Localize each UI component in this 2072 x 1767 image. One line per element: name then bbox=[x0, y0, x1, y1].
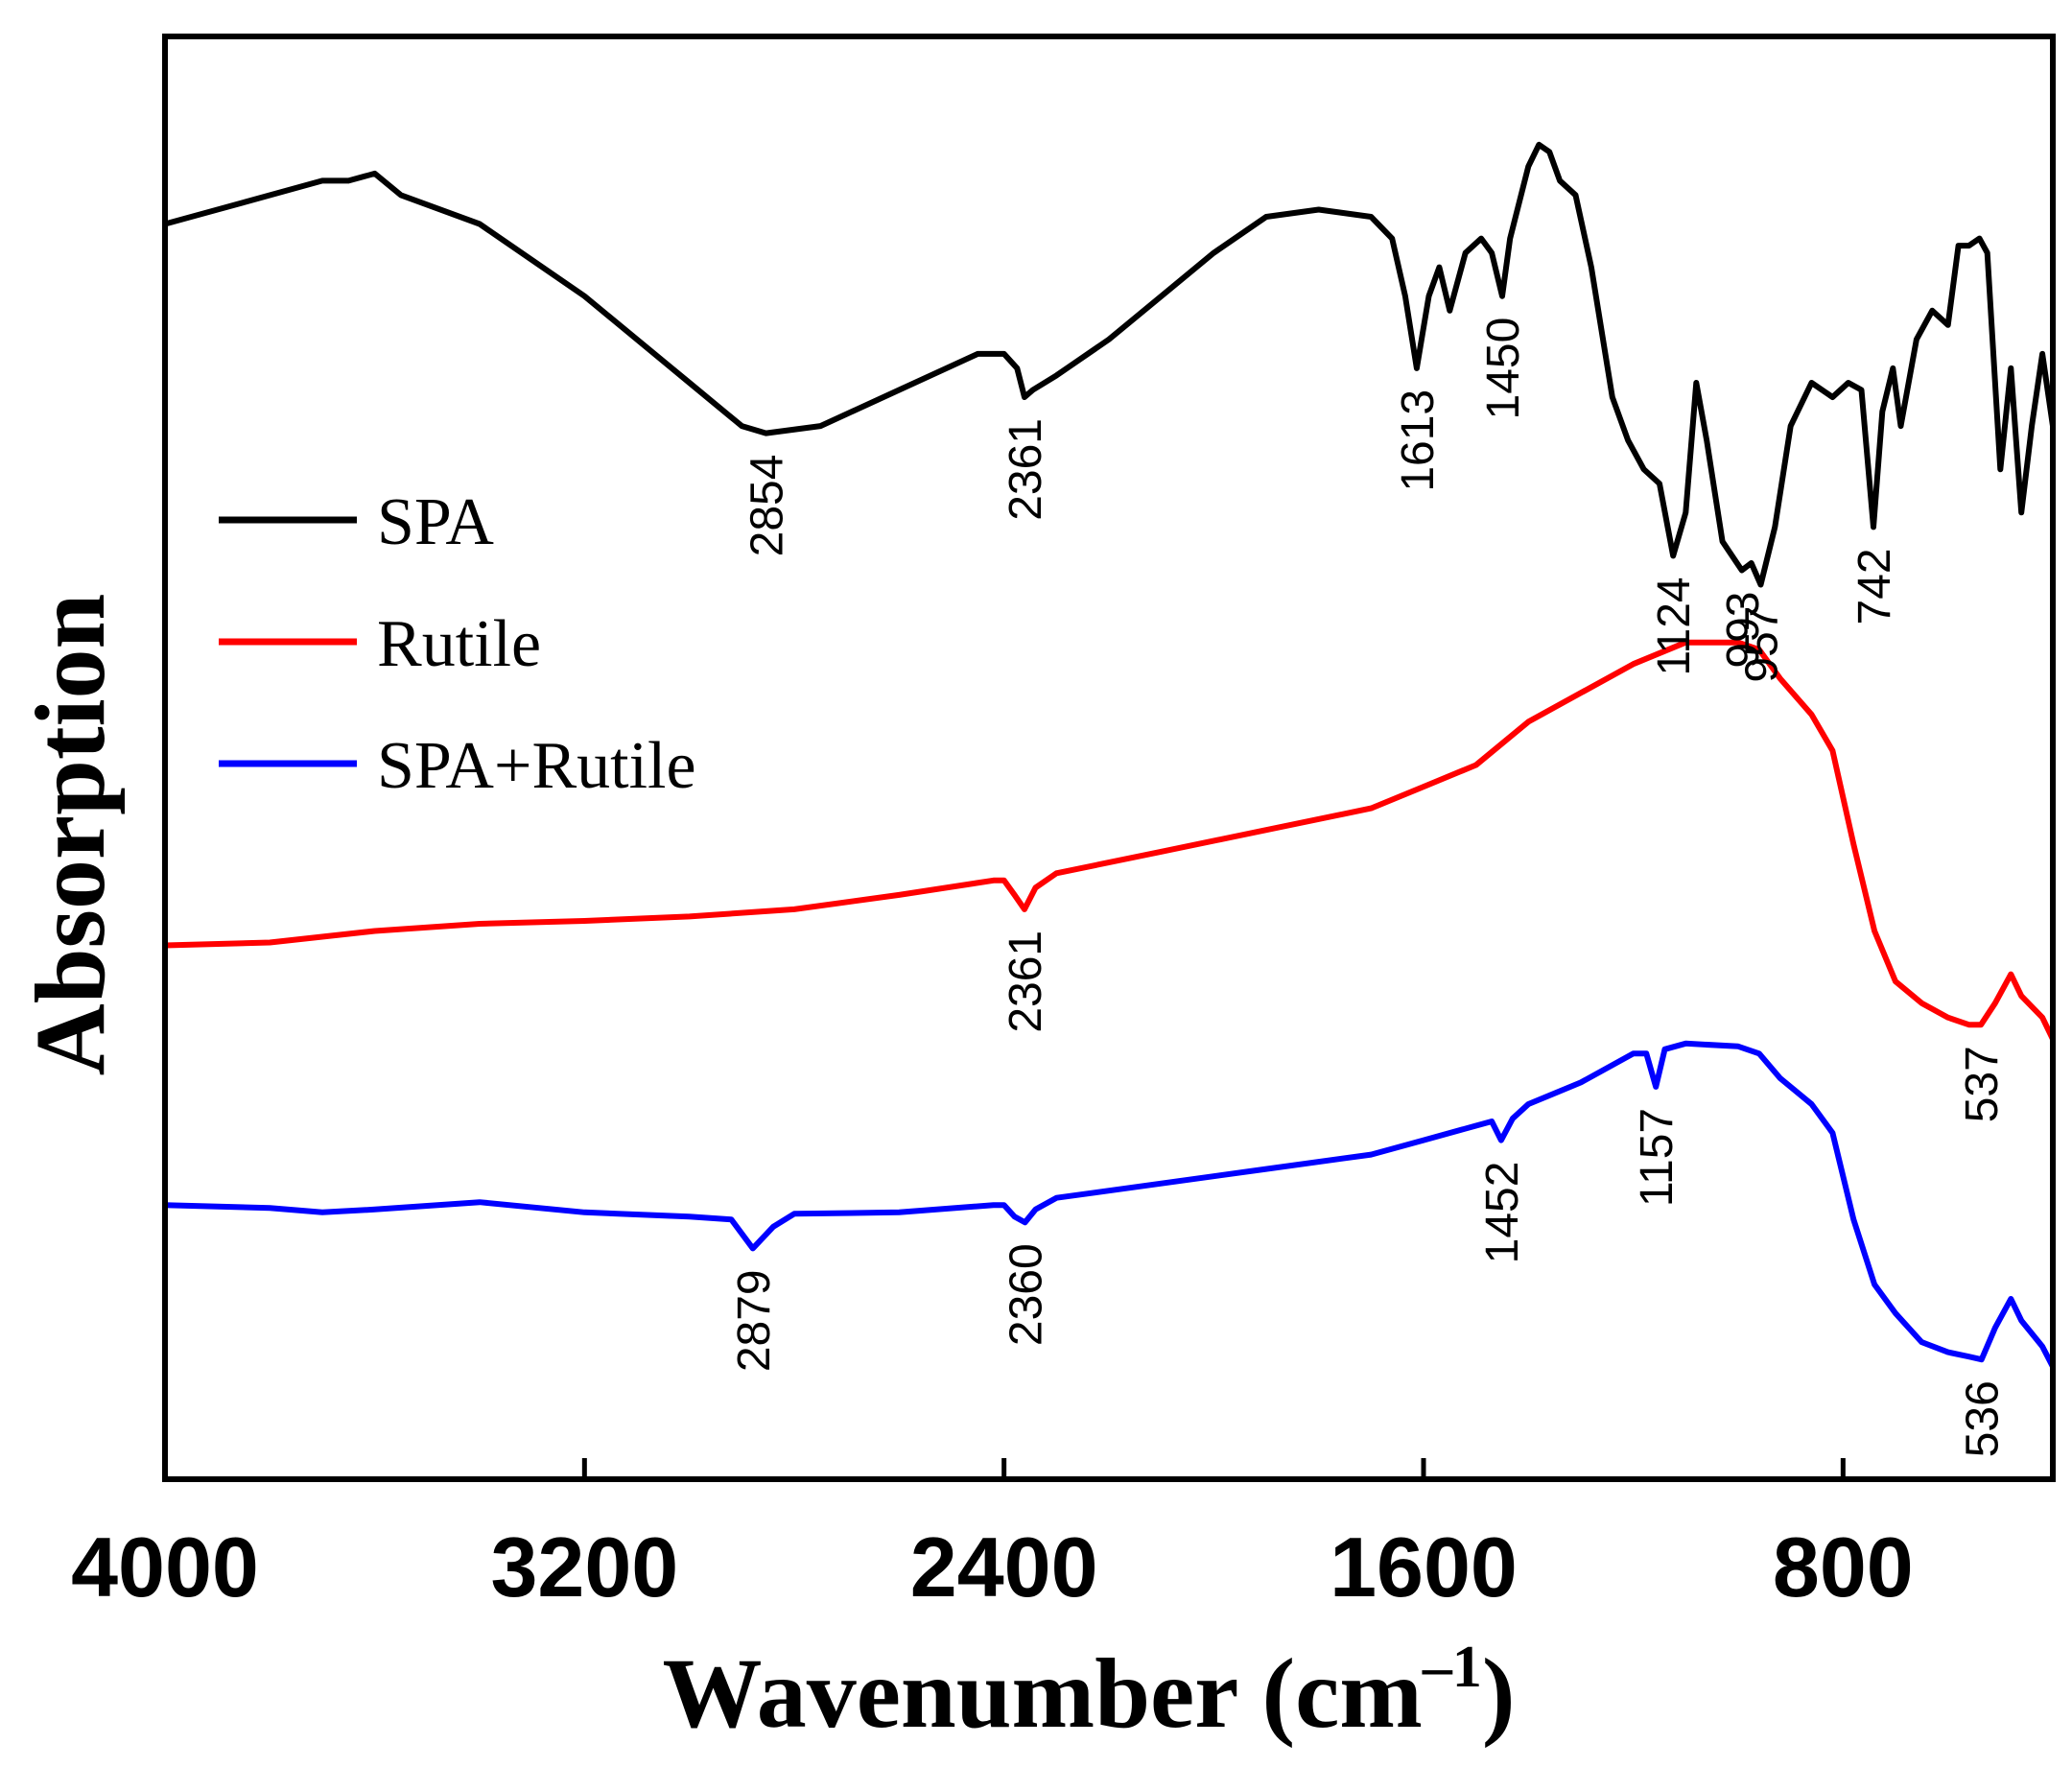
peak-label-spa-rutile-1157: 1157 bbox=[1632, 1108, 1683, 1207]
x-tick-label-4000: 4000 bbox=[71, 1520, 259, 1614]
peak-label-spa-1613: 1613 bbox=[1393, 389, 1444, 492]
x-tick-label-3200: 3200 bbox=[490, 1520, 678, 1614]
series-line-spa bbox=[162, 141, 2056, 588]
peak-label-spa-rutile-1452: 1452 bbox=[1477, 1162, 1528, 1264]
x-axis-title-text: Wavenumber (cm bbox=[662, 1638, 1422, 1749]
peak-label-spa-1124: 1124 bbox=[1649, 577, 1700, 675]
peak-label-spa-rutile-2879: 2879 bbox=[729, 1269, 780, 1372]
peak-label-spa-2361: 2361 bbox=[1001, 418, 1051, 521]
legend-label-rutile: Rutile bbox=[377, 607, 541, 681]
legend-label-spa: SPA bbox=[377, 485, 494, 559]
peak-label-spa-2854: 2854 bbox=[742, 455, 793, 557]
peak-label-spa-rutile-536: 536 bbox=[1958, 1380, 2009, 1457]
tick-layer: 4000 3200 2400 1600 800 bbox=[71, 1458, 1914, 1614]
series-line-spa-rutile bbox=[162, 1040, 2056, 1370]
peak-label-spa-rutile-2360: 2360 bbox=[1001, 1243, 1052, 1346]
x-axis-title-superscript: –1 bbox=[1422, 1635, 1482, 1700]
peak-label-spa-742: 742 bbox=[1849, 548, 1900, 624]
peak-label-rutile-2361: 2361 bbox=[1001, 931, 1051, 1033]
peak-label-rutile-537: 537 bbox=[1957, 1046, 2008, 1122]
peak-label-spa-993: 993 bbox=[1718, 592, 1769, 669]
plot-frame bbox=[162, 34, 2056, 1482]
y-axis-title: Absorption bbox=[15, 594, 126, 1076]
peak-label-spa-957: 957 bbox=[1737, 606, 1788, 683]
x-tick-label-800: 800 bbox=[1773, 1520, 1914, 1614]
x-axis-title: Wavenumber (cm–1) bbox=[662, 1635, 1515, 1749]
x-axis-title-close: ) bbox=[1482, 1638, 1516, 1749]
series-line-rutile bbox=[162, 639, 2056, 1043]
x-tick-label-2400: 2400 bbox=[910, 1520, 1098, 1614]
peak-label-spa-1450: 1450 bbox=[1478, 318, 1529, 420]
x-tick-label-1600: 1600 bbox=[1330, 1520, 1518, 1614]
legend: SPA Rutile SPA+Rutile bbox=[219, 485, 696, 803]
legend-label-spa-rutile: SPA+Rutile bbox=[377, 729, 696, 803]
series-layer bbox=[162, 141, 2056, 1370]
